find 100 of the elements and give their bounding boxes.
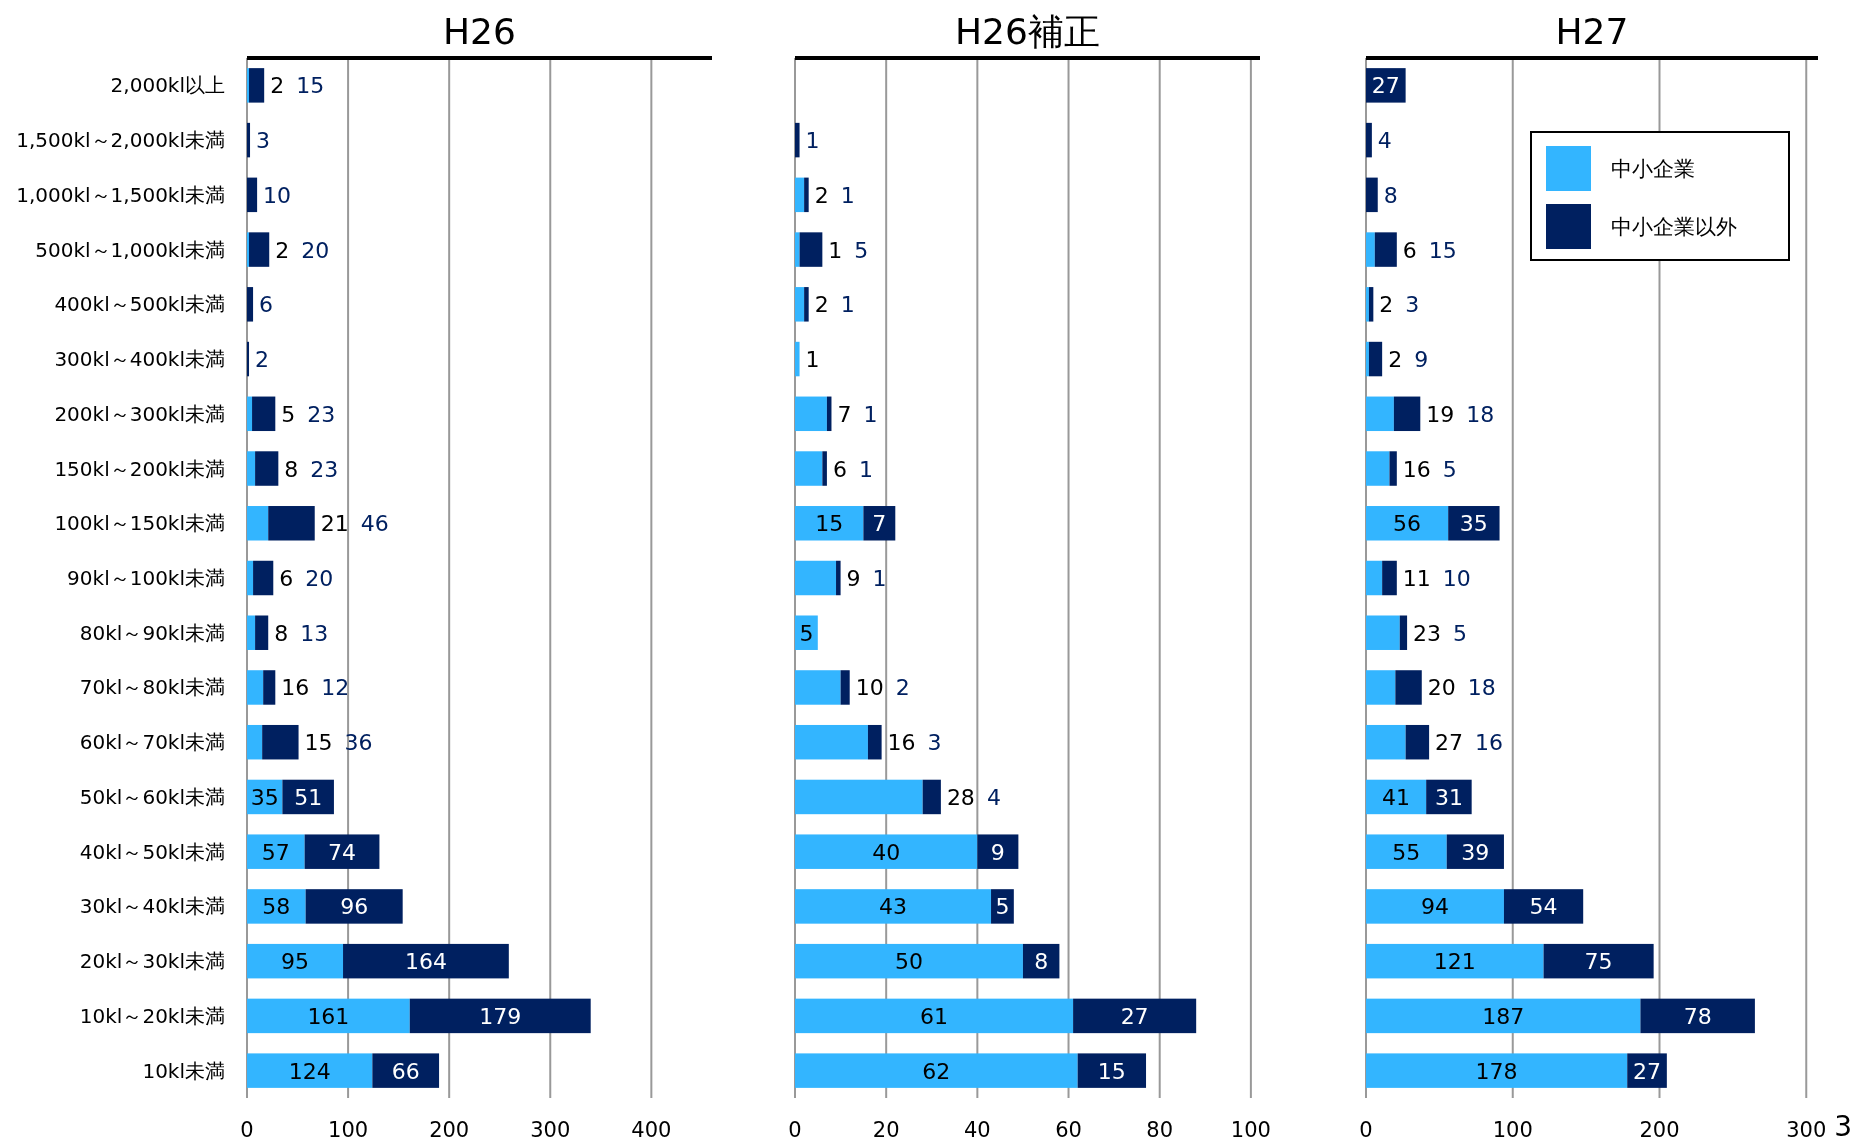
data-label: 2 (814, 292, 829, 318)
data-label: 9 (990, 839, 1005, 865)
bar (1366, 451, 1390, 486)
bar (795, 943, 1023, 979)
bar (1368, 287, 1374, 322)
data-label: 179 (479, 1003, 522, 1029)
bar (247, 396, 253, 432)
data-label: 27 (1633, 1058, 1662, 1084)
data-label: 2 (255, 347, 270, 373)
y-tick-label: 90kl～100kl未満 (67, 566, 225, 590)
data-label: 6 (259, 292, 274, 318)
data-label: 1 (805, 128, 820, 154)
bar (1366, 998, 1641, 1034)
bar (247, 122, 251, 158)
data-label: 5 (281, 401, 296, 427)
bar (247, 177, 258, 213)
data-label: 2 (895, 675, 910, 701)
bar (1366, 287, 1369, 322)
data-label: 121 (1433, 949, 1476, 975)
y-tick-label: 100kl～150kl未満 (54, 511, 225, 536)
data-label: 15 (304, 730, 333, 756)
data-label: 1 (828, 237, 843, 263)
data-label: 23 (310, 456, 339, 482)
bar (1389, 451, 1397, 486)
bar (253, 560, 274, 596)
y-tick-label: 20kl～30kl未満 (79, 949, 225, 974)
data-label: 5 (995, 894, 1010, 920)
y-tick-label: 10kl未満 (142, 1058, 225, 1083)
data-label: 10 (1442, 566, 1471, 591)
data-label: 18 (1466, 401, 1495, 427)
bar (247, 998, 410, 1034)
data-label: 41 (1382, 784, 1411, 810)
bar (1543, 943, 1654, 979)
bar (795, 615, 818, 650)
data-label: 6 (1402, 237, 1417, 263)
bar (263, 670, 276, 705)
data-label: 6 (279, 566, 294, 591)
bar (1366, 615, 1400, 650)
bar (1395, 670, 1422, 705)
bar (262, 724, 299, 760)
data-label: 20 (1427, 675, 1456, 701)
bar (795, 670, 841, 705)
bar (1366, 889, 1504, 924)
data-label: 8 (1034, 949, 1049, 975)
data-label: 35 (250, 784, 279, 810)
bar (1366, 724, 1406, 760)
bar (795, 779, 923, 815)
bar (1366, 341, 1369, 377)
y-tick-label: 40kl～50kl未満 (79, 839, 225, 864)
bar (1627, 1053, 1667, 1088)
bar (977, 834, 1019, 869)
y-tick-label: 30kl～40kl未満 (79, 894, 225, 919)
data-label: 11 (1402, 566, 1431, 591)
data-label: 12 (321, 675, 350, 701)
bar (922, 779, 941, 815)
data-label: 20 (301, 237, 330, 263)
data-label: 2 (814, 182, 829, 208)
data-label: 28 (946, 784, 975, 810)
bar (249, 232, 270, 267)
bar (795, 287, 805, 322)
bar (282, 779, 334, 815)
data-label: 21 (320, 511, 349, 537)
data-label: 43 (879, 894, 908, 920)
data-label: 16 (1402, 456, 1431, 482)
data-label: 6 (832, 456, 847, 482)
data-label: 39 (1461, 839, 1490, 865)
y-tick-label: 80kl～90kl未満 (79, 620, 225, 645)
data-label: 15 (815, 511, 844, 537)
x-tick-label: 0 (788, 1118, 802, 1141)
bar (991, 889, 1014, 924)
x-tick-label: 300 (530, 1118, 571, 1141)
data-label: 187 (1482, 1003, 1525, 1029)
data-label: 16 (1475, 730, 1504, 756)
bar (247, 506, 269, 541)
x-tick-label: 100 (328, 1118, 369, 1141)
bar (247, 232, 250, 267)
data-label: 124 (288, 1058, 331, 1084)
data-label: 15 (1097, 1058, 1126, 1084)
y-tick-label: 1,500kl～2,000kl未満 (16, 128, 225, 153)
bar (409, 998, 591, 1034)
text: 3 (1834, 1110, 1852, 1141)
bar (1393, 396, 1421, 432)
bar (840, 670, 850, 705)
bar (863, 506, 896, 541)
legend-label: 中小企業 (1611, 157, 1695, 181)
data-label: 10 (855, 675, 884, 701)
data-label: 54 (1529, 894, 1558, 920)
data-label: 2 (275, 237, 290, 263)
x-tick-label: 40 (963, 1118, 991, 1141)
bar (795, 232, 800, 267)
bar (247, 287, 254, 322)
bar (795, 1053, 1078, 1088)
bar (305, 889, 403, 924)
data-label: 3 (927, 730, 942, 756)
x-tick-label: 20 (872, 1118, 900, 1141)
data-label: 51 (294, 784, 323, 810)
bar (247, 670, 264, 705)
data-label: 75 (1584, 949, 1613, 975)
data-label: 1 (872, 566, 887, 591)
y-tick-label: 1,000kl～1,500kl未満 (16, 182, 225, 207)
